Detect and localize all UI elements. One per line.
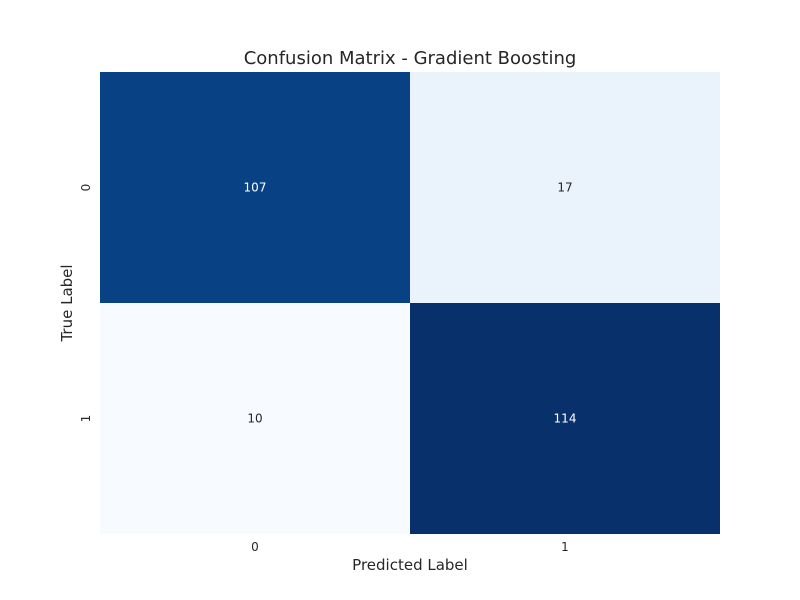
heatmap-cells: [100, 72, 720, 534]
x-axis-label: Predicted Label: [352, 556, 468, 574]
y-tick-label-0: 0: [79, 184, 93, 192]
heatmap-cell-0-1: [410, 72, 720, 303]
cell-value-1-1: 114: [554, 412, 577, 426]
x-tick-label-0: 0: [251, 540, 259, 554]
y-axis-label: True Label: [58, 264, 76, 342]
heatmap-cell-0-0: [100, 72, 410, 303]
y-tick-label-1: 1: [79, 415, 93, 423]
x-tick-label-1: 1: [561, 540, 569, 554]
heatmap-cell-1-0: [100, 303, 410, 534]
chart-title: Confusion Matrix - Gradient Boosting: [244, 48, 577, 69]
heatmap-cell-1-1: [410, 303, 720, 534]
cell-value-0-0: 107: [244, 181, 267, 195]
heatmap-cell-labels: 107 17 10 114: [244, 181, 577, 426]
y-axis-ticks: 01: [79, 184, 93, 423]
cell-value-0-1: 17: [557, 181, 572, 195]
cell-value-1-0: 10: [247, 412, 262, 426]
